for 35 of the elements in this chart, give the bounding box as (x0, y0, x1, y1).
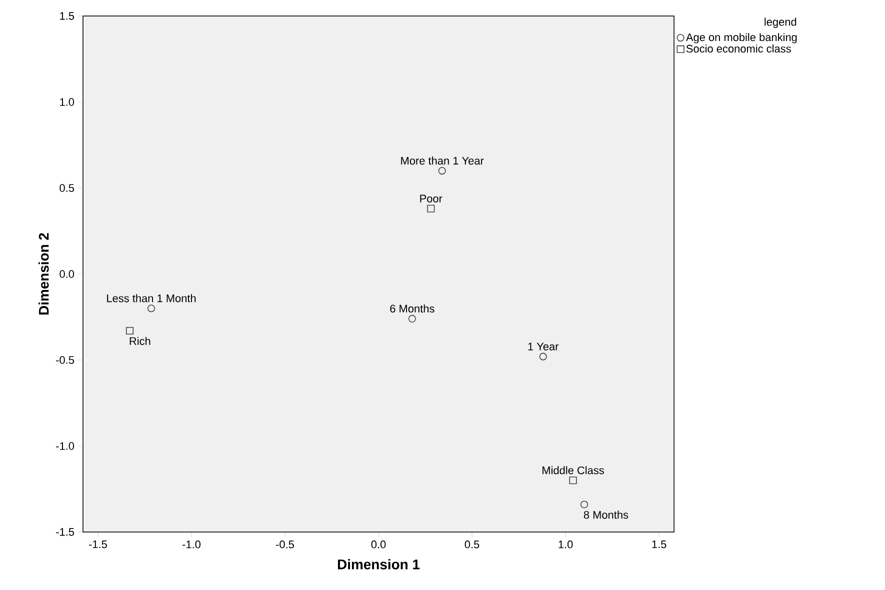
x-tick-label: -1.5 (89, 540, 107, 548)
x-tick-label: 1.0 (558, 540, 573, 548)
y-tick-label: 1.0 (60, 98, 74, 106)
legend-title: legend (764, 18, 796, 28)
x-tick-label: 0.0 (371, 540, 386, 548)
point (126, 326, 134, 335)
annotation: Rich (130, 336, 150, 346)
legend-label: Socio economic class (686, 44, 791, 53)
point (438, 167, 446, 175)
y-tick-label: -0.5 (56, 356, 74, 364)
x-tick-label: -1.0 (182, 540, 200, 548)
y-tick-label: 0.0 (60, 270, 74, 278)
annotation: Poor (420, 194, 442, 202)
x-axis-title: Dimension 1 (338, 559, 420, 570)
y-tick-label: -1.0 (56, 442, 74, 450)
y-tick-label: -1.5 (56, 528, 74, 536)
point (408, 314, 416, 323)
x-tick-label: -0.5 (276, 540, 294, 548)
point (580, 500, 588, 508)
annotation: 6 Months (390, 304, 434, 313)
y-tick-label: 1.5 (60, 12, 74, 20)
point (539, 352, 547, 360)
x-tick-label: 1.5 (652, 540, 666, 548)
y-axis-title: Dimension 2 (38, 233, 49, 315)
point (569, 476, 577, 484)
point (427, 204, 435, 212)
annotation: Less than 1 Month (107, 294, 196, 302)
point (147, 304, 156, 312)
annotation: Middle Class (542, 466, 604, 474)
annotation: 1 Year (528, 342, 559, 350)
x-tick-label: 0.5 (464, 540, 480, 548)
y-tick-label: 0.5 (60, 184, 74, 192)
legend-label: Age on mobile banking (686, 33, 797, 44)
annotation: 8 Months (584, 510, 628, 519)
annotation: More than 1 Year (401, 156, 484, 165)
